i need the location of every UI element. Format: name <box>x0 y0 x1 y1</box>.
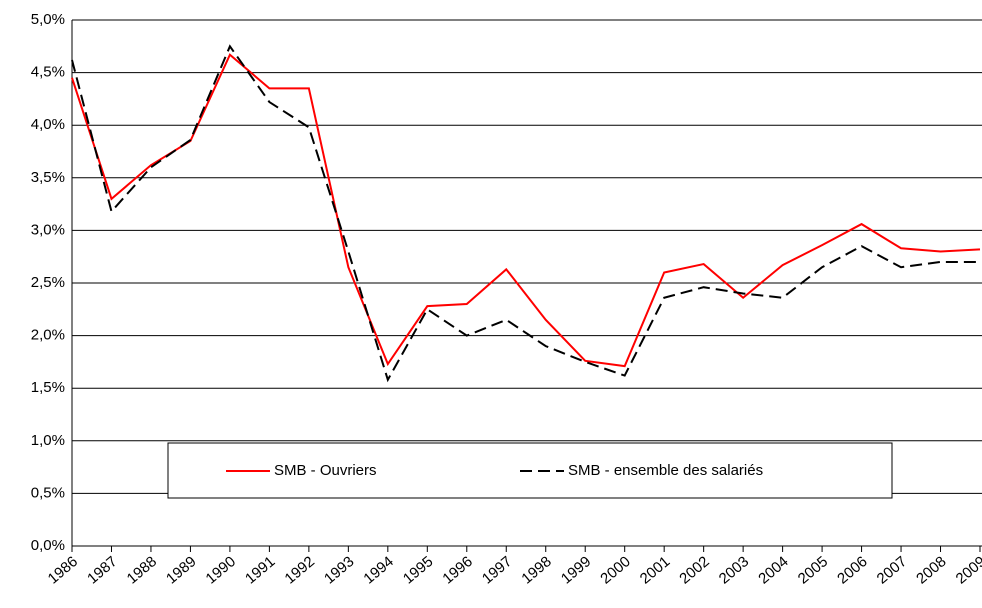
y-tick-label: 3,0% <box>31 221 65 238</box>
y-tick-label: 5,0% <box>31 11 65 28</box>
y-tick-label: 1,5% <box>31 379 65 396</box>
y-tick-label: 3,5% <box>31 169 65 186</box>
x-tick-label: 1987 <box>84 553 120 587</box>
x-tick-label: 2006 <box>834 553 870 587</box>
x-tick-label: 2009 <box>953 553 982 587</box>
x-tick-label: 2008 <box>913 553 949 587</box>
series-line <box>71 44 980 383</box>
y-tick-label: 4,5% <box>31 64 65 81</box>
x-tick-label: 1986 <box>45 553 81 587</box>
y-tick-label: 2,0% <box>31 327 65 344</box>
x-tick-label: 2004 <box>755 553 791 587</box>
x-tick-label: 2007 <box>874 553 910 587</box>
y-tick-label: 4,0% <box>31 116 65 133</box>
y-tick-label: 0,0% <box>31 537 65 554</box>
x-tick-label: 1997 <box>479 553 515 587</box>
x-tick-label: 1994 <box>360 553 396 587</box>
x-tick-label: 1999 <box>558 553 594 587</box>
x-tick-label: 1996 <box>439 553 475 587</box>
y-tick-label: 0,5% <box>31 484 65 501</box>
x-tick-label: 2005 <box>795 553 831 587</box>
x-tick-label: 2002 <box>676 553 712 587</box>
y-tick-label: 2,5% <box>31 274 65 291</box>
x-tick-label: 1989 <box>163 553 199 587</box>
x-tick-label: 1992 <box>281 553 317 587</box>
x-tick-label: 1990 <box>203 553 239 587</box>
x-tick-label: 2001 <box>637 553 673 587</box>
x-tick-label: 2003 <box>716 553 752 587</box>
series-line <box>71 53 981 368</box>
x-tick-label: 1998 <box>518 553 554 587</box>
x-tick-label: 1993 <box>321 553 357 587</box>
x-tick-label: 1991 <box>242 553 278 587</box>
y-tick-label: 1,0% <box>31 432 65 449</box>
legend-label: SMB - Ouvriers <box>274 462 377 479</box>
x-tick-label: 1995 <box>400 553 436 587</box>
x-tick-label: 2000 <box>597 553 633 587</box>
legend-label: SMB - ensemble des salariés <box>568 462 763 479</box>
x-tick-label: 1988 <box>124 553 160 587</box>
